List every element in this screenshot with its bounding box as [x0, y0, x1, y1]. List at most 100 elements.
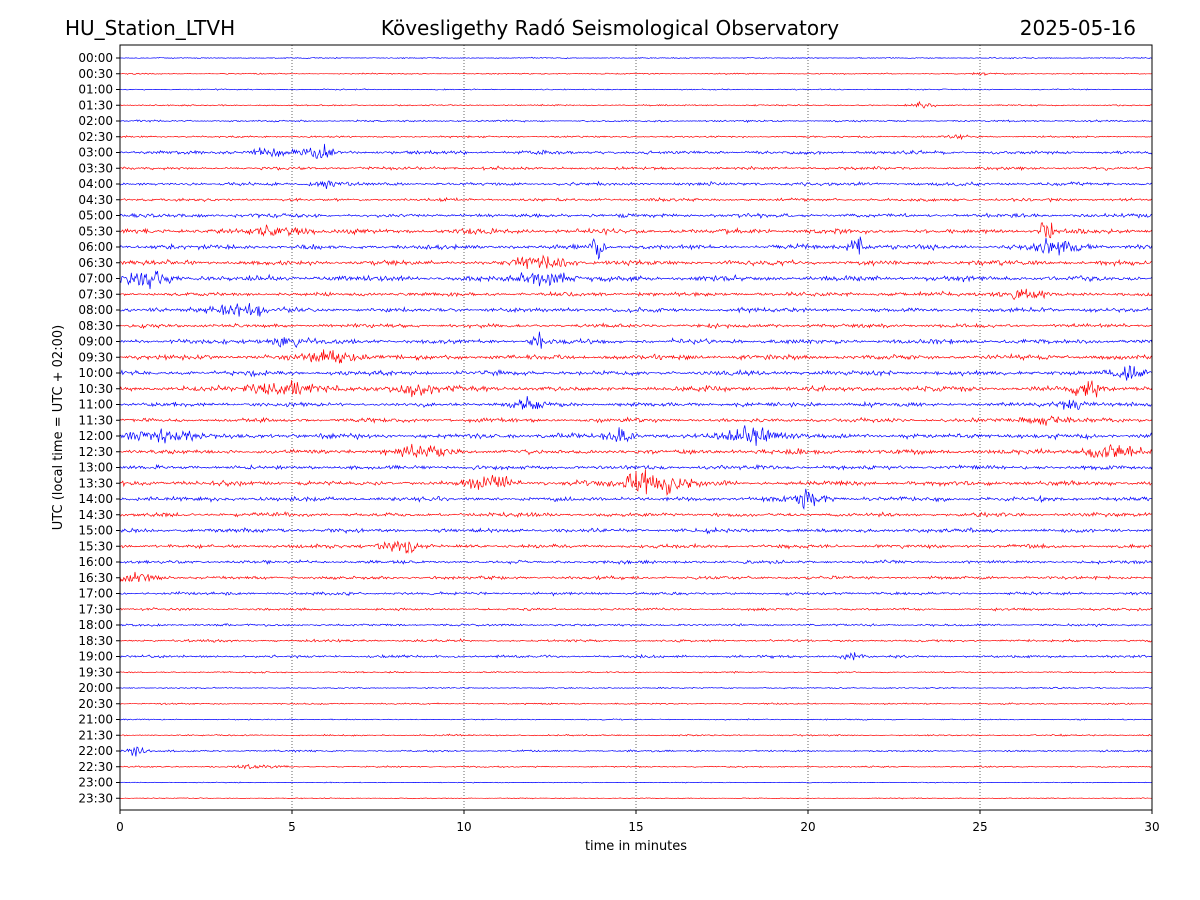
- trace-0200: [119, 119, 1153, 124]
- y-tick-label-45: 22:30: [78, 760, 113, 774]
- trace-2330: [119, 797, 1153, 800]
- x-tick-label-0: 0: [116, 820, 124, 834]
- y-tick-label-26: 13:00: [78, 461, 113, 475]
- y-tick-label-46: 23:00: [78, 776, 113, 790]
- y-tick-label-22: 11:00: [78, 398, 113, 412]
- trace-0600: [119, 236, 1153, 260]
- trace-0030: [119, 72, 1153, 76]
- y-tick-label-43: 21:30: [78, 728, 113, 742]
- y-axis-label: UTC (local time = UTC + 02:00): [51, 325, 66, 530]
- trace-0100: [119, 88, 1153, 91]
- y-tick-label-2: 01:00: [78, 83, 113, 97]
- trace-1700: [119, 590, 1153, 597]
- y-tick-label-23: 11:30: [78, 413, 113, 427]
- y-tick-label-36: 18:00: [78, 618, 113, 632]
- y-tick-label-12: 06:00: [78, 240, 113, 254]
- x-tick-label-10: 10: [456, 820, 471, 834]
- y-tick-label-17: 08:30: [78, 319, 113, 333]
- y-tick-label-13: 06:30: [78, 256, 113, 270]
- y-tick-label-24: 12:00: [78, 429, 113, 443]
- chart-date: 2025-05-16: [1020, 16, 1136, 40]
- trace-1530: [119, 540, 1153, 554]
- trace-1830: [119, 638, 1153, 643]
- trace-1900: [119, 652, 1153, 661]
- y-tick-label-34: 17:00: [78, 587, 113, 601]
- trace-2030: [119, 702, 1153, 706]
- trace-0900: [120, 331, 1153, 349]
- y-tick-label-30: 15:00: [78, 524, 113, 538]
- y-tick-label-33: 16:30: [78, 571, 113, 585]
- y-tick-label-25: 12:30: [78, 445, 113, 459]
- y-tick-label-27: 13:30: [78, 476, 113, 490]
- station-name: HU_Station_LTVH: [65, 16, 235, 40]
- y-tick-label-37: 18:30: [78, 634, 113, 648]
- y-tick-label-3: 01:30: [78, 98, 113, 112]
- y-tick-label-41: 20:30: [78, 697, 113, 711]
- y-tick-label-4: 02:00: [78, 114, 113, 128]
- y-tick-label-42: 21:00: [78, 713, 113, 727]
- trace-2100: [119, 718, 1153, 721]
- x-tick-label-15: 15: [628, 820, 643, 834]
- x-axis-label: time in minutes: [585, 839, 687, 854]
- trace-0530: [119, 222, 1153, 239]
- trace-0700: [119, 270, 1153, 290]
- trace-0330: [119, 165, 1153, 172]
- y-tick-label-28: 14:00: [78, 492, 113, 506]
- y-tick-label-32: 16:00: [78, 555, 113, 569]
- y-tick-label-7: 03:30: [78, 161, 113, 175]
- trace-1300: [119, 463, 1153, 471]
- trace-1930: [119, 670, 1153, 674]
- trace-0500: [119, 212, 1153, 219]
- x-tick-label-30: 30: [1144, 820, 1159, 834]
- trace-2200: [119, 746, 1153, 757]
- trace-1730: [119, 607, 1153, 612]
- trace-0230: [119, 133, 1152, 141]
- y-tick-label-44: 22:00: [78, 744, 113, 758]
- trace-1330: [119, 469, 1153, 496]
- y-tick-label-31: 15:30: [78, 539, 113, 553]
- trace-1800: [119, 623, 1153, 628]
- y-tick-label-39: 19:30: [78, 665, 113, 679]
- trace-1430: [119, 511, 1153, 518]
- y-tick-label-18: 09:00: [78, 335, 113, 349]
- y-tick-label-8: 04:00: [78, 177, 113, 191]
- y-tick-label-1: 00:30: [78, 67, 113, 81]
- y-tick-label-0: 00:00: [78, 51, 113, 65]
- trace-2000: [119, 686, 1153, 690]
- trace-1000: [119, 365, 1153, 381]
- trace-1400: [119, 488, 1153, 510]
- y-tick-label-10: 05:00: [78, 209, 113, 223]
- y-tick-label-21: 10:30: [78, 382, 113, 396]
- y-tick-label-16: 08:00: [78, 303, 113, 317]
- x-axis-ticks: 0 5 10 15 20 25 30: [116, 810, 1160, 834]
- trace-0000: [119, 56, 1153, 60]
- trace-1100: [119, 396, 1152, 410]
- trace-1600: [119, 559, 1153, 565]
- trace-0930: [119, 349, 1153, 364]
- trace-1030: [119, 380, 1153, 398]
- y-tick-label-47: 23:30: [78, 791, 113, 805]
- trace-1500: [120, 526, 1152, 535]
- y-tick-label-40: 20:00: [78, 681, 113, 695]
- trace-1130: [119, 415, 1153, 426]
- x-tick-label-5: 5: [288, 820, 296, 834]
- trace-1630: [119, 571, 1153, 583]
- trace-1230: [119, 443, 1153, 458]
- y-tick-label-6: 03:00: [78, 146, 113, 160]
- x-tick-label-20: 20: [800, 820, 815, 834]
- trace-0400: [119, 180, 1153, 189]
- trace-0800: [119, 303, 1153, 317]
- trace-2130: [119, 733, 1153, 737]
- trace-2300: [119, 781, 1153, 784]
- y-tick-label-38: 19:00: [78, 650, 113, 664]
- y-tick-label-20: 10:00: [78, 366, 113, 380]
- trace-2230: [119, 764, 1153, 770]
- x-tick-label-25: 25: [972, 820, 987, 834]
- seismic-traces: [119, 56, 1153, 800]
- trace-0830: [119, 322, 1153, 330]
- plot-frame: [119, 44, 1153, 811]
- trace-0430: [119, 196, 1153, 203]
